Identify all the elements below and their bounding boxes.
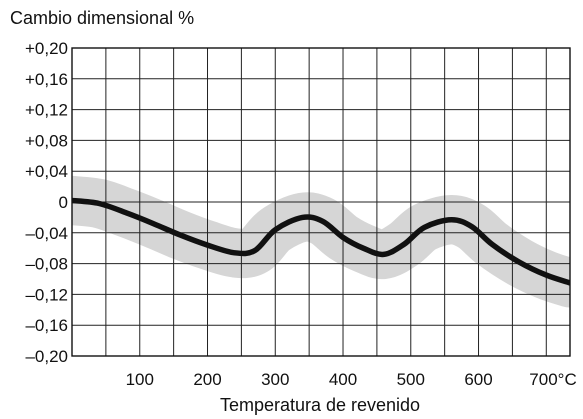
x-axis-label: Temperatura de revenido <box>219 395 421 415</box>
x-tick-label: 200 <box>193 370 221 389</box>
y-tick-label: –0,16 <box>25 316 68 335</box>
x-tick-label: 100 <box>126 370 154 389</box>
x-tick-label: 500 <box>397 370 425 389</box>
y-tick-label: –0,04 <box>25 224 68 243</box>
x-tick-label: 400 <box>329 370 357 389</box>
grid-lines <box>72 47 570 357</box>
x-tick-label: 600 <box>464 370 492 389</box>
y-tick-label: –0,08 <box>25 255 68 274</box>
y-tick-label: –0,12 <box>25 285 68 304</box>
series-line <box>72 197 570 286</box>
y-tick-label: +0,12 <box>25 101 68 120</box>
y-tick-label: +0,20 <box>25 39 68 58</box>
y-tick-label: +0,08 <box>25 131 68 150</box>
y-tick-label: 0 <box>59 193 68 212</box>
y-tick-label: +0,04 <box>25 162 68 181</box>
y-tick-label: –0,20 <box>25 347 68 366</box>
y-tick-label: +0,16 <box>25 70 68 89</box>
y-axis-label: Cambio dimensional % <box>10 8 195 28</box>
x-tick-label: 700°C <box>529 370 576 389</box>
tolerance-band <box>72 175 570 308</box>
x-tick-label: 300 <box>261 370 289 389</box>
